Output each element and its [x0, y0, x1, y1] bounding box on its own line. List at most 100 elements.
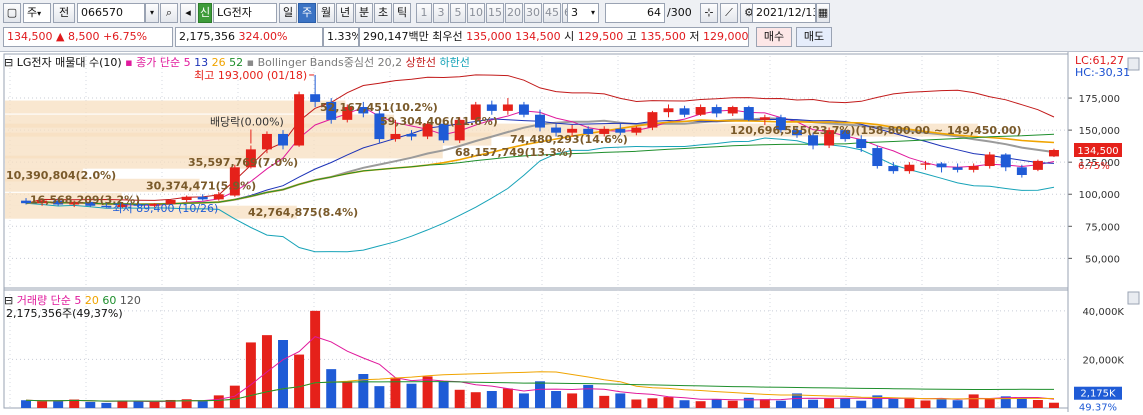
- volume-profile-label: 52,167,451(10.2%): [320, 101, 438, 114]
- period-button[interactable]: 일: [279, 3, 297, 23]
- volume-bar: [968, 394, 979, 408]
- price-tick-label: 150,000: [1079, 126, 1120, 137]
- price-tick-label: 100,000: [1079, 190, 1120, 201]
- candle-body: [518, 104, 529, 115]
- date-field[interactable]: 2021/12/13: [752, 3, 816, 23]
- volume-bar: [759, 399, 770, 408]
- volume-profile-bar: [5, 155, 249, 169]
- candle-body: [1048, 149, 1059, 157]
- volume-profile-bar: [5, 132, 492, 146]
- volume-bar: [952, 400, 963, 408]
- candle-body: [133, 204, 144, 206]
- minute-button[interactable]: 1: [416, 3, 432, 23]
- window-icon[interactable]: ▢: [3, 3, 21, 23]
- stock-code-input[interactable]: 066570: [77, 3, 145, 23]
- shin-badge[interactable]: 신: [198, 3, 212, 23]
- volume-bar: [792, 393, 802, 408]
- volume-bar: [21, 400, 32, 408]
- volume-panel-title: 거래량: [16, 294, 48, 307]
- period-button[interactable]: 주: [298, 3, 316, 23]
- vol-ma120-label: 120: [119, 294, 141, 307]
- candle-body: [808, 135, 819, 146]
- candle-body: [85, 201, 96, 206]
- price-volume-chart[interactable]: 175,000 150,000 125,000 100,000 75,000 50,000…: [0, 52, 1143, 414]
- ma52-line: [25, 133, 1055, 205]
- crosshair-icon[interactable]: ⊹: [700, 3, 718, 23]
- collapse-icon[interactable]: ⊟: [4, 294, 14, 307]
- volume-bar: [615, 393, 626, 408]
- calendar-icon[interactable]: ▦: [816, 3, 830, 23]
- candle-body: [69, 201, 80, 205]
- candle-body: [502, 104, 513, 111]
- bb-lower-line: [25, 137, 1055, 253]
- volume-bar: [808, 399, 819, 408]
- volume-bar: [165, 399, 176, 408]
- speaker-icon[interactable]: ◂: [180, 3, 196, 23]
- sell-button[interactable]: 매도: [796, 27, 832, 47]
- candle-body: [872, 148, 883, 167]
- current-volume-pct-label: 49.37%: [1079, 403, 1117, 412]
- volume-bar: [856, 400, 867, 408]
- candle-body: [181, 196, 192, 201]
- dividend-annotation: 배당락(0.00%): [210, 116, 284, 129]
- candle-body: [53, 200, 64, 205]
- minute-button[interactable]: 45: [543, 3, 561, 23]
- volume-bar: [1016, 398, 1027, 408]
- candle-body: [567, 128, 578, 133]
- candle-body: [968, 166, 979, 170]
- candle-body: [197, 196, 208, 200]
- period-button[interactable]: 분: [355, 3, 373, 23]
- candle-body: [149, 203, 160, 206]
- vol-ma-label: 단순: [50, 294, 71, 307]
- period-button[interactable]: 틱: [393, 3, 411, 23]
- collapse-icon[interactable]: ⊟: [4, 56, 14, 69]
- minute-button[interactable]: 20: [505, 3, 523, 23]
- volume-bar: [872, 395, 883, 408]
- minute-button[interactable]: 3: [433, 3, 449, 23]
- buy-button[interactable]: 매수: [756, 27, 792, 47]
- ma5-label: 5: [183, 56, 191, 69]
- candle-body: [984, 154, 995, 167]
- period-button[interactable]: 월: [317, 3, 335, 23]
- minute-button[interactable]: 10: [467, 3, 485, 23]
- volume-bar: [1032, 399, 1043, 408]
- data-count-field[interactable]: 64: [605, 3, 665, 23]
- period-button[interactable]: 년: [336, 3, 354, 23]
- count-select[interactable]: 3 ▾: [567, 3, 599, 23]
- period-button[interactable]: 초: [374, 3, 392, 23]
- candle-body: [37, 200, 48, 204]
- minute-button[interactable]: 30: [524, 3, 542, 23]
- data-count-total: /300: [667, 6, 692, 19]
- bb-lower-label: 하한선: [439, 56, 470, 69]
- code-dropdown-icon[interactable]: ▾: [145, 3, 159, 23]
- chart-area[interactable]: 175,000 150,000 125,000 100,000 75,000 50,000…: [0, 52, 1143, 414]
- volume-profile-bar: [5, 100, 346, 114]
- volume-bars: [21, 310, 1059, 408]
- minute-button[interactable]: 5: [450, 3, 466, 23]
- count-select-value: 3: [571, 6, 578, 19]
- chevron-down-icon: ▾: [37, 9, 42, 18]
- volume-bar: [422, 376, 433, 408]
- hc-label: HC:-30,31: [1075, 66, 1131, 79]
- minute-button[interactable]: 15: [486, 3, 504, 23]
- volume-bar: [567, 393, 578, 408]
- candle-body: [856, 139, 867, 149]
- chart-type-select[interactable]: 주▾: [23, 3, 51, 23]
- current-price: 134,500: [7, 30, 53, 43]
- volume-profile-bar: [5, 205, 297, 219]
- volume-bar: [647, 398, 658, 408]
- search-icon[interactable]: ⌕: [160, 3, 178, 23]
- quote-volume-box: 2,175,356 324.00%: [175, 27, 323, 47]
- quote-price-box: 134,500 ▲ 8,500 +6.75%: [3, 27, 173, 47]
- volume-profile-label: 59,304,406(11.6%): [380, 115, 498, 128]
- draw-icon[interactable]: ⟋: [720, 3, 738, 23]
- candle-body: [294, 94, 305, 146]
- candle-body: [486, 104, 497, 111]
- volume-bar: [117, 400, 128, 408]
- volume-bar: [502, 388, 513, 408]
- jeon-button[interactable]: 전: [53, 3, 75, 23]
- candle-body: [535, 114, 545, 128]
- candle-body: [245, 149, 256, 168]
- candle-body: [663, 108, 674, 113]
